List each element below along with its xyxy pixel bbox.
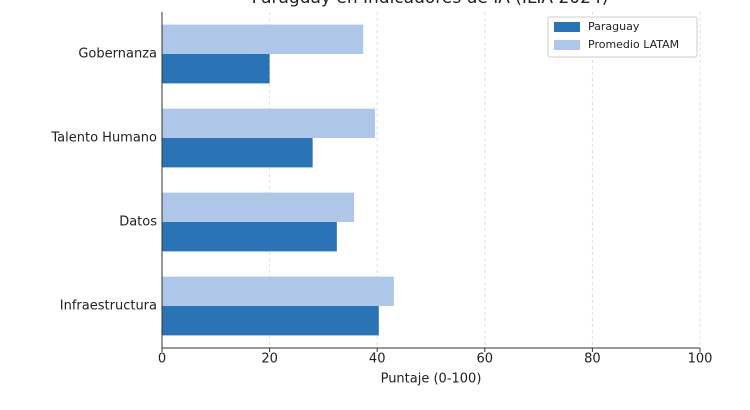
y-tick-label: Datos bbox=[119, 215, 157, 230]
chart-title: Paraguay en Indicadores de IA (ILIA 2024… bbox=[252, 0, 609, 8]
x-tick-label: 0 bbox=[158, 352, 166, 367]
bar bbox=[162, 108, 376, 138]
y-tick-label: Talento Humano bbox=[50, 131, 157, 146]
x-tick-label: 100 bbox=[688, 352, 713, 367]
x-tick-label: 40 bbox=[369, 352, 386, 367]
legend-swatch bbox=[554, 22, 580, 32]
x-tick-label: 80 bbox=[584, 352, 601, 367]
y-tick-label: Infraestructura bbox=[60, 299, 157, 314]
bar bbox=[162, 192, 355, 222]
legend-label: Paraguay bbox=[588, 20, 640, 33]
x-tick-label: 20 bbox=[261, 352, 278, 367]
legend-label: Promedio LATAM bbox=[588, 38, 679, 51]
y-tick-label: Gobernanza bbox=[78, 47, 157, 62]
legend-box bbox=[547, 16, 698, 58]
bar bbox=[162, 54, 270, 84]
x-axis-label: Puntaje (0-100) bbox=[381, 372, 482, 387]
legend-swatch bbox=[554, 40, 580, 50]
bar bbox=[162, 306, 379, 336]
bar bbox=[162, 24, 364, 54]
bar bbox=[162, 138, 313, 168]
bar bbox=[162, 276, 394, 306]
x-tick-label: 60 bbox=[477, 352, 494, 367]
bar bbox=[162, 222, 337, 252]
